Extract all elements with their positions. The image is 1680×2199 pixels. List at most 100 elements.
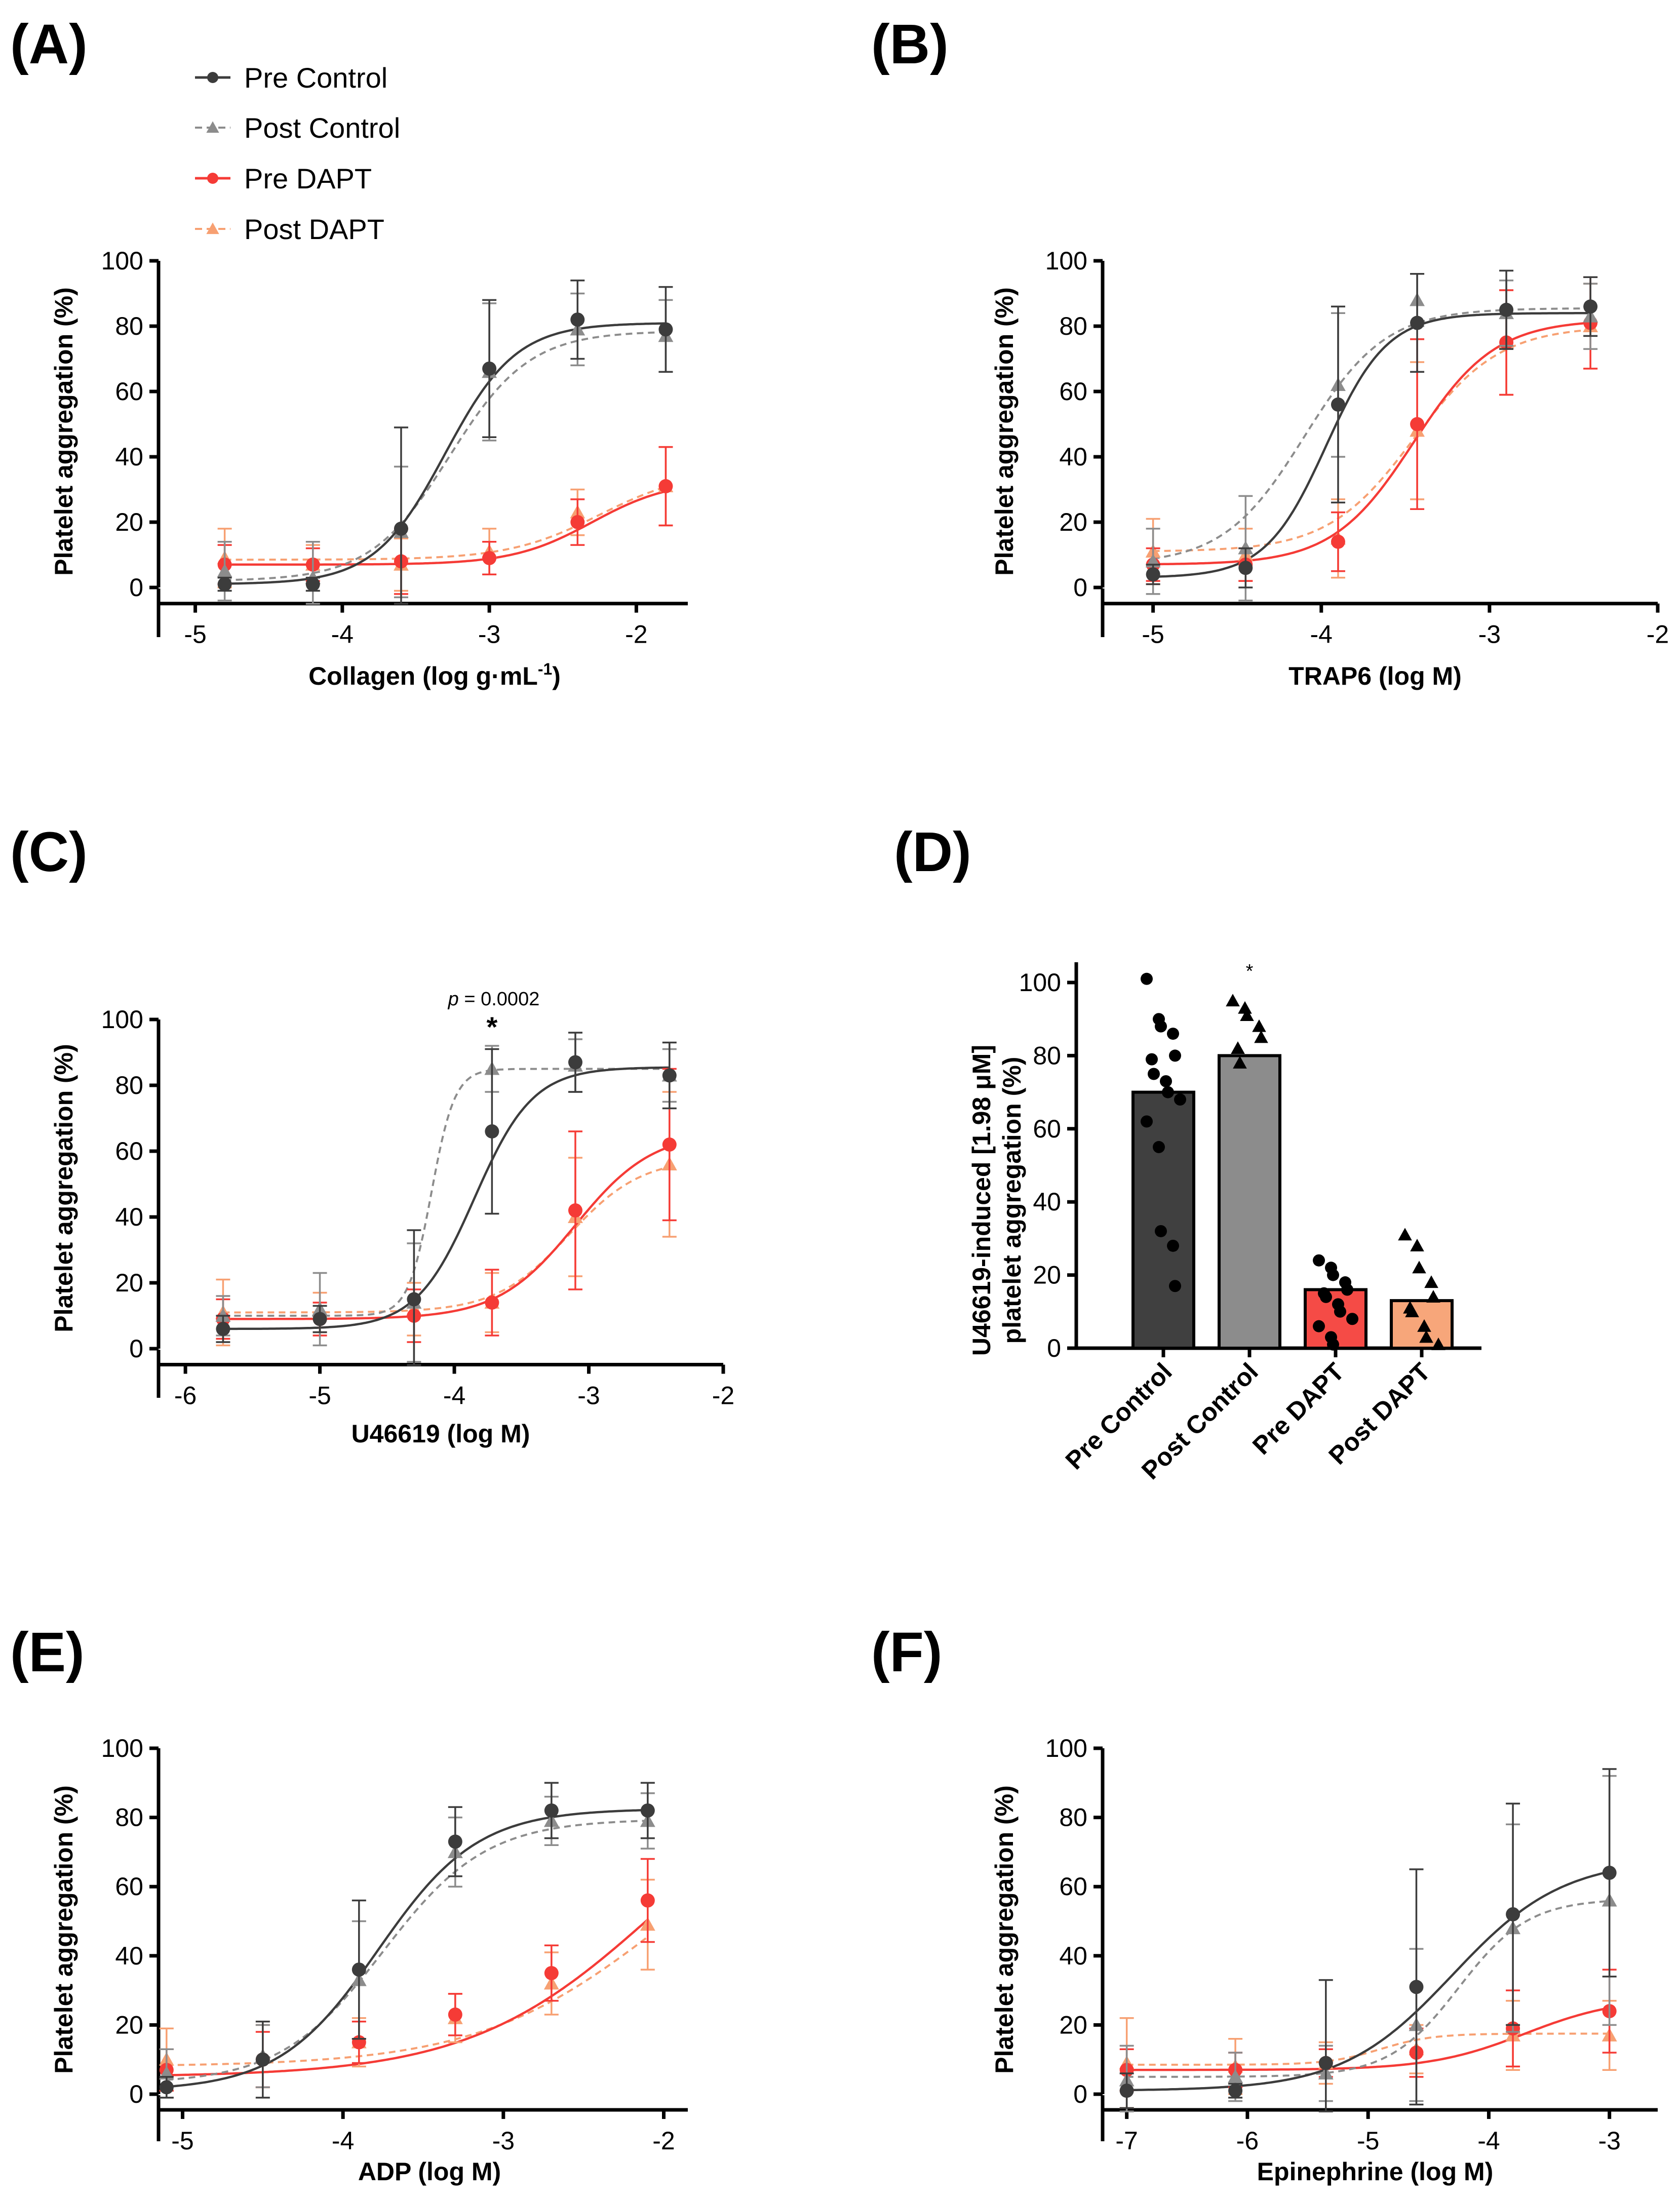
y-tick-label: 80 [1059,312,1087,340]
data-point [1240,1008,1254,1022]
legend-item: Post DAPT [195,213,384,245]
data-point [1146,1053,1158,1066]
data-point [1412,1261,1426,1274]
data-point [482,551,497,565]
y-axis-title: Platelet aggregation (%) [50,287,78,576]
x-tick-label: -3 [1598,2127,1620,2155]
data-point [1162,1086,1174,1098]
fit-curve [1126,1870,1610,2092]
x-tick-label: -3 [1478,620,1501,649]
panel-label: (F) [871,1621,942,1683]
x-tick-label: -4 [331,620,354,649]
fit-curve [1126,2032,1610,2066]
x-tick-label: -3 [478,620,500,649]
legend-marker [206,121,219,133]
y-tick-label: 100 [101,1005,143,1034]
fit-curve [1153,312,1591,578]
data-point [1155,1225,1167,1237]
data-point [1238,561,1253,575]
x-tick-label: -7 [1115,2127,1138,2155]
data-point [1226,994,1240,1007]
x-tick-label: -5 [171,2127,193,2155]
plot-area: 0 20 40 60 80 100 -5 -4 -3 -2 [101,247,688,649]
plot-area: 0 20 40 60 80 100 -6 -5 -4 -3 -2 * [101,1005,735,1410]
x-axis-title: Collagen (log g·mL-1) [308,660,561,690]
data-point [1169,1280,1181,1292]
y-axis-title: Platelet aggregation (%) [990,1785,1019,2074]
data-point [1119,2084,1134,2098]
x-axis-title: TRAP6 (log M) [1288,662,1462,690]
y-axis-title-line2: platelet aggregation (%) [998,1057,1026,1344]
fit-curve [224,490,667,566]
x-tick-label: -2 [652,2127,675,2155]
panel-b: (B) 0 20 40 60 80 100 -5 -4 -3 -2 TRAP6 (log M) P… [871,13,1669,690]
y-tick-label: 20 [115,2011,143,2039]
y-tick-label: 20 [1033,1261,1061,1289]
data-point [1409,1980,1424,1994]
data-point [1405,1305,1419,1317]
y-tick-label: 40 [1059,1942,1087,1970]
data-point [312,1312,327,1326]
y-axis-title: Platelet aggregation (%) [50,1044,78,1332]
significance-star: * [1246,961,1254,982]
data-point [1602,1865,1617,1880]
data-point [1252,1019,1266,1032]
data-point [1410,316,1425,330]
fit-curve [223,1166,670,1314]
data-point [1160,1075,1172,1087]
fit-curve [1153,322,1591,566]
bar [1218,1054,1281,1350]
data-point [1431,1337,1445,1350]
bar [1131,1090,1195,1350]
plot-area: 0 20 40 60 80 100 -5 -4 -3 -2 [101,1734,688,2155]
y-tick-label: 40 [115,1203,143,1231]
p-value-annotation: p = 0.0002 [448,989,540,1010]
x-tick-label: -2 [712,1382,734,1410]
data-point [1174,1093,1186,1106]
data-point [407,1292,421,1307]
y-tick-label: 0 [129,573,143,602]
plot-area: 0 20 40 60 80 100 -5 -4 -3 -2 [1045,247,1669,649]
x-tick-label: -2 [1647,620,1669,649]
y-tick-label: 0 [1073,2080,1087,2108]
x-tick-label: -6 [1236,2127,1259,2155]
data-point [658,479,673,494]
y-tick-label: 60 [115,1137,143,1165]
fit-curve [1126,2007,1610,2071]
x-tick-label: -5 [308,1382,331,1410]
data-point [1238,1001,1252,1014]
data-point [482,361,497,376]
x-tick-label: -3 [492,2127,515,2155]
data-point [159,2080,174,2095]
data-point [216,1322,230,1336]
panel-a: (A) 0 20 40 60 80 100 -5 -4 -3 -2 Collagen (log g… [10,13,688,690]
data-point [448,1834,462,1849]
data-point [1331,534,1345,549]
y-tick-label: 80 [115,312,143,340]
y-tick-label: 60 [1059,377,1087,406]
data-point [255,2052,270,2067]
data-point [217,563,232,577]
x-tick-label: -5 [1357,2127,1379,2155]
y-tick-label: 60 [115,1872,143,1901]
data-point [1417,1319,1431,1332]
x-axis-title: ADP (log M) [358,2157,501,2186]
y-tick-label: 80 [1033,1041,1061,1070]
data-point [1169,1049,1181,1062]
x-tick-label: -4 [332,2127,354,2155]
y-tick-label: 100 [101,1734,143,1762]
y-tick-label: 100 [1045,1734,1087,1762]
x-tick-label: -6 [174,1382,197,1410]
data-point [485,1124,499,1138]
data-point [305,577,320,592]
y-tick-label: 80 [1059,1803,1087,1832]
data-point [1398,1228,1412,1241]
data-point [217,577,232,592]
panel-label: (D) [894,821,971,883]
x-tick-label: -4 [1310,620,1333,649]
fit-curve [223,1066,670,1330]
y-tick-label: 100 [1045,247,1087,275]
legend-label: Post DAPT [244,213,384,245]
